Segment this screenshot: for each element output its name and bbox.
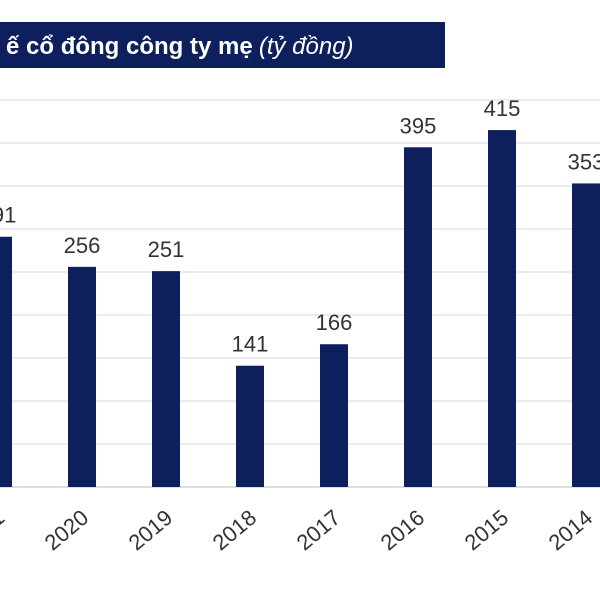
value-label: 251 [148, 237, 185, 262]
value-label: 166 [316, 310, 353, 335]
value-label: 353 [568, 149, 600, 174]
bar [0, 236, 12, 487]
title-text: ế cổ đông công ty mẹ [6, 33, 253, 60]
unit-text: (tỷ đồng) [259, 33, 354, 60]
bar [404, 147, 432, 488]
value-label: 395 [400, 113, 437, 138]
value-label: 256 [64, 233, 101, 258]
value-label: 141 [232, 332, 269, 357]
title-band [0, 22, 445, 68]
bar [488, 130, 516, 487]
bar [320, 344, 348, 487]
value-label: 415 [484, 96, 521, 121]
bar [68, 266, 96, 487]
bar [572, 183, 600, 488]
chart-title: ế cổ đông công ty mẹ (tỷ đồng) [6, 33, 354, 60]
bar [236, 365, 264, 487]
bar [152, 271, 180, 487]
value-label: 291 [0, 203, 16, 228]
